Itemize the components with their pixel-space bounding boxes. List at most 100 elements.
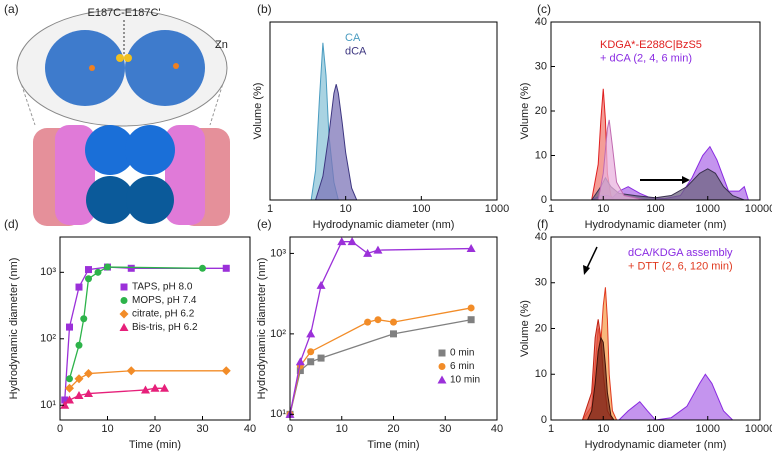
- marker: [141, 385, 150, 394]
- marker: [363, 248, 373, 257]
- legend-label: TAPS, pH 8.0: [132, 282, 193, 293]
- panel-label: (c): [537, 2, 551, 16]
- marker: [84, 389, 93, 398]
- marker: [126, 366, 136, 376]
- y-tick-label: 40: [535, 231, 547, 243]
- legend-label: + dCA (2, 4, 6 min): [600, 52, 692, 64]
- marker: [467, 316, 475, 324]
- distribution-area: [617, 373, 734, 421]
- y-tick-label: 10¹: [270, 408, 286, 420]
- legend-label: dCA/KDGA assembly: [628, 247, 733, 259]
- x-tick-label: 10: [101, 423, 113, 435]
- legend-label: citrate, pH 6.2: [132, 309, 195, 320]
- legend-label: 0 min: [450, 348, 474, 359]
- marker: [221, 366, 231, 376]
- marker: [119, 309, 129, 319]
- panel-label: (e): [257, 217, 272, 231]
- y-axis-title: Volume (%): [519, 83, 531, 140]
- marker: [437, 375, 447, 384]
- marker: [307, 348, 315, 356]
- marker: [222, 264, 230, 272]
- x-axis-title: Hydrodynamic diameter (nm): [313, 219, 455, 231]
- marker: [466, 244, 476, 253]
- marker: [80, 315, 88, 323]
- marker: [438, 349, 446, 357]
- x-tick-label: 10: [336, 423, 348, 435]
- x-tick-label: 40: [244, 423, 256, 435]
- marker: [74, 374, 84, 384]
- y-tick-label: 30: [535, 60, 547, 72]
- y-axis-title: Volume (%): [519, 300, 531, 357]
- structure-label: E187C-E187C': [87, 7, 160, 19]
- ca-surface: [126, 176, 174, 224]
- marker: [150, 383, 160, 392]
- x-tick-label: 1000: [696, 423, 720, 435]
- panel-label: (f): [537, 217, 548, 231]
- metal-label: Zn: [215, 39, 228, 51]
- marker: [84, 369, 93, 379]
- y-tick-label: 10²: [270, 328, 286, 340]
- disulfide: [124, 54, 132, 62]
- marker: [364, 318, 372, 326]
- x-tick-label: 0: [57, 423, 63, 435]
- disulfide: [116, 54, 124, 62]
- marker: [199, 264, 206, 272]
- legend-label: dCA: [345, 45, 367, 57]
- marker: [374, 316, 382, 324]
- marker: [65, 383, 74, 393]
- y-tick-label: 10: [535, 368, 547, 380]
- marker: [66, 375, 73, 383]
- arrow-head: [583, 265, 590, 275]
- marker: [160, 383, 169, 392]
- y-tick-label: 40: [535, 16, 547, 28]
- legend-label: Bis-tris, pH 6.2: [132, 322, 198, 333]
- y-axis-title: Volume (%): [252, 83, 264, 140]
- arrow: [586, 246, 598, 269]
- panel-label: (d): [4, 217, 19, 231]
- marker: [120, 297, 128, 304]
- trend-line: [289, 241, 472, 415]
- x-tick-label: 10: [597, 203, 609, 215]
- trend-line: [289, 307, 472, 415]
- y-tick-label: 0: [541, 194, 547, 206]
- zinc: [173, 63, 179, 69]
- x-tick-label: 0: [287, 423, 293, 435]
- marker: [75, 341, 83, 349]
- marker: [74, 391, 84, 400]
- legend-label: KDGA*-E288C|BzS5: [600, 39, 702, 51]
- chart-panel: (b) 1 10 100 1000 Hydrodynamic diameter (nm) V…: [252, 2, 509, 231]
- x-axis-title: Time (min): [367, 439, 419, 451]
- structure-illustration: (a) E187C-E187C' Zn: [4, 2, 230, 226]
- distribution-area: [314, 84, 358, 201]
- marker: [306, 329, 316, 338]
- x-tick-label: 1: [548, 203, 554, 215]
- marker: [66, 323, 73, 331]
- x-tick-label: 40: [491, 423, 503, 435]
- marker: [438, 363, 446, 370]
- x-tick-label: 10: [597, 423, 609, 435]
- marker: [60, 400, 70, 409]
- marker: [316, 280, 326, 289]
- zoom-line: [209, 79, 225, 126]
- marker: [75, 283, 83, 291]
- marker: [104, 263, 111, 271]
- x-tick-label: 30: [196, 423, 208, 435]
- y-tick-label: 0: [541, 414, 547, 426]
- marker: [127, 264, 135, 272]
- ca-surface: [85, 125, 135, 175]
- legend-label: MOPS, pH 7.4: [132, 295, 197, 306]
- x-tick-label: 1000: [696, 203, 720, 215]
- marker: [390, 330, 397, 338]
- x-tick-label: 1000: [485, 203, 509, 215]
- y-tick-label: 10³: [270, 247, 286, 259]
- chart-panel: (e) 0 10 20 30 40 10¹ 10² 10³ Time (min) Hydrodyna…: [256, 217, 503, 451]
- distribution-area: [597, 119, 645, 201]
- protein-ribbon: [45, 30, 125, 106]
- y-tick-label: 20: [535, 105, 547, 117]
- x-tick-label: 30: [439, 423, 451, 435]
- y-axis-title: Hydrodynamic diameter (nm): [256, 258, 268, 400]
- ca-surface: [86, 176, 134, 224]
